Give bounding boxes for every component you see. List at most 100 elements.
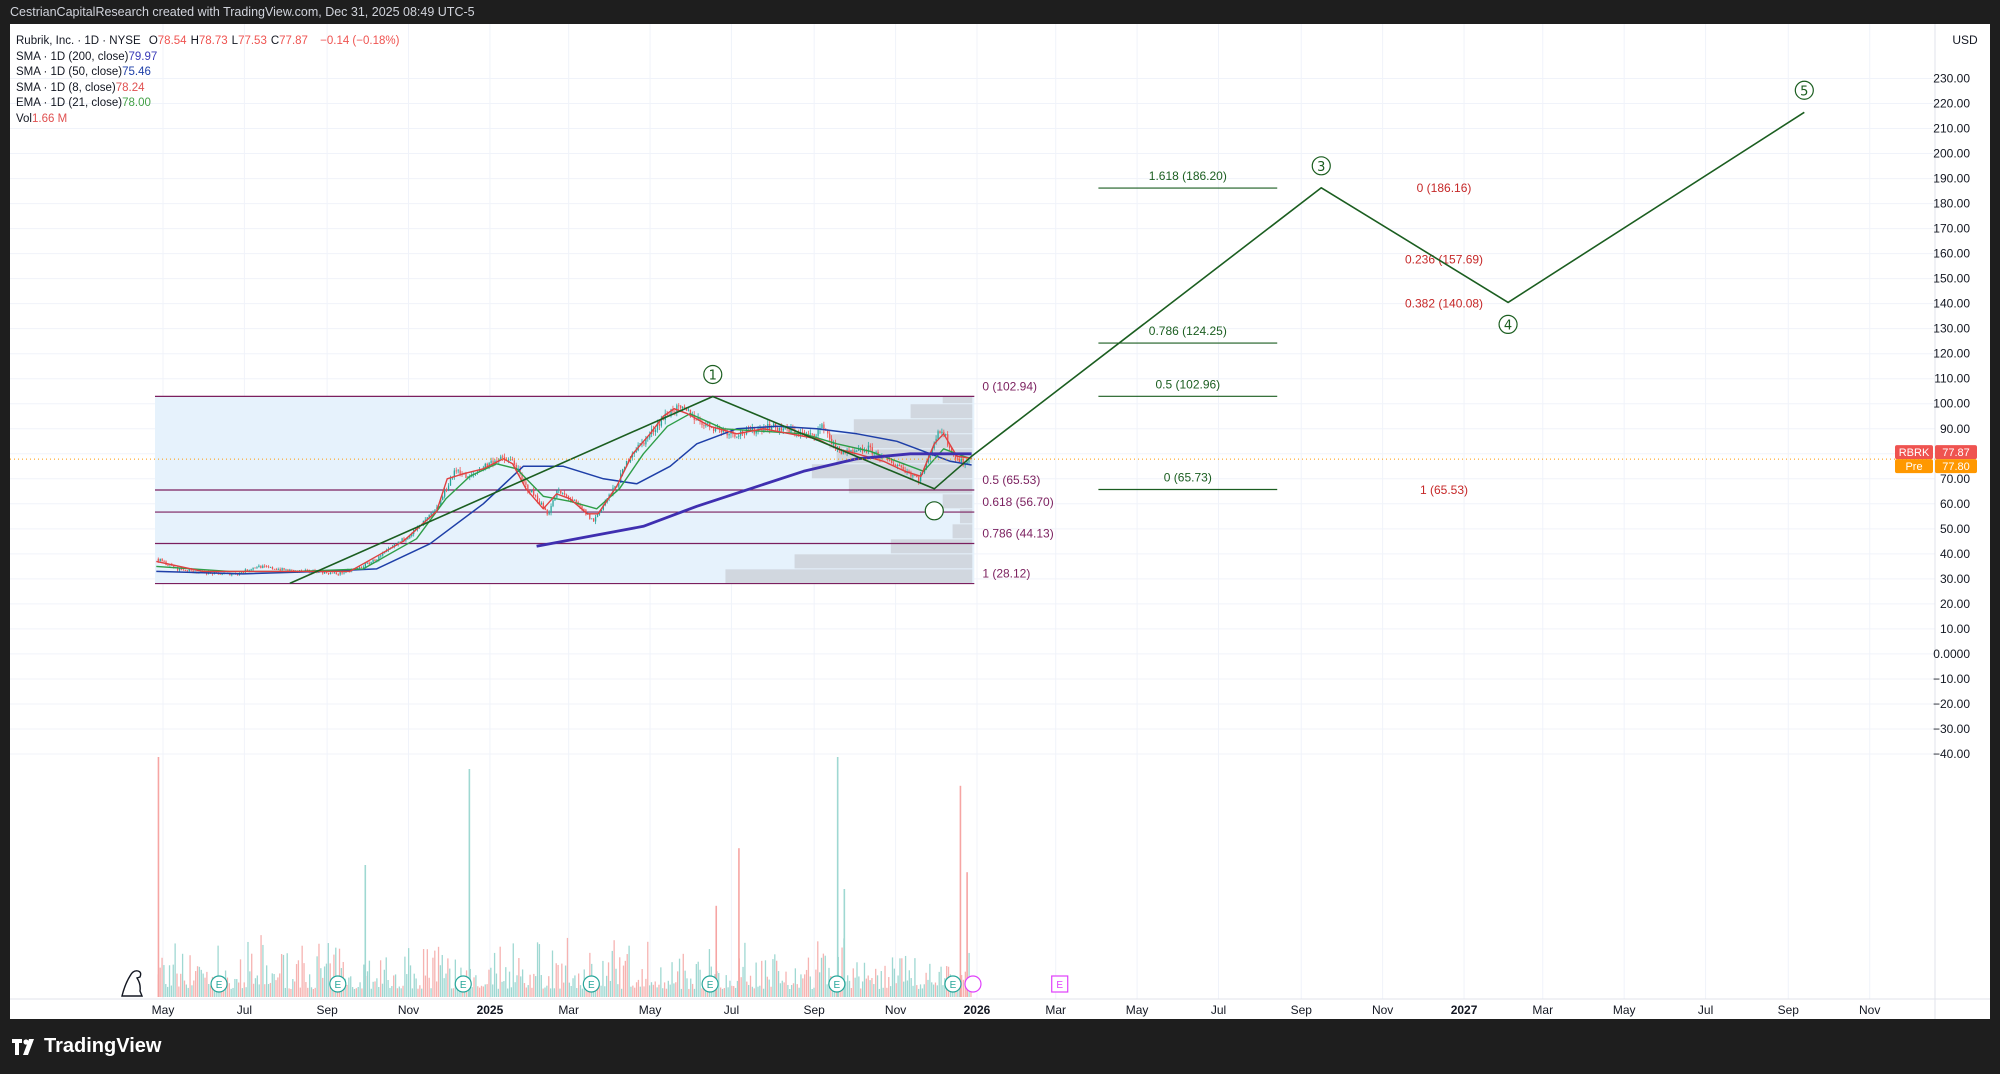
volume-bar bbox=[396, 988, 399, 997]
indicator-row[interactable]: EMA · 1D (21, close)78.00 bbox=[16, 96, 404, 112]
candle-body bbox=[521, 473, 523, 479]
candle-body bbox=[447, 485, 450, 490]
ohlc-h: H78.73 bbox=[190, 35, 228, 47]
wave-label-number: 5 bbox=[1800, 84, 1808, 99]
price-chart[interactable]: 0 (102.94) 0.5 (65.53) 0.618 (56.70) 0.786 … bbox=[10, 24, 1990, 1019]
candle-body bbox=[832, 443, 835, 445]
chart-pane[interactable]: 0 (102.94) 0.5 (65.53) 0.618 (56.70) 0.786 … bbox=[10, 24, 1990, 1019]
volume-bar bbox=[923, 984, 925, 997]
time-tick-label: Mar bbox=[1045, 1003, 1066, 1017]
volume-bar bbox=[824, 955, 826, 997]
volume-bar bbox=[286, 953, 288, 997]
time-tick-label: May bbox=[639, 1003, 662, 1017]
volume-bar bbox=[606, 975, 608, 997]
candle-body bbox=[180, 568, 183, 570]
candle-body bbox=[672, 409, 674, 412]
volume-bar bbox=[350, 976, 352, 997]
candle-body bbox=[834, 443, 837, 449]
volume-bar bbox=[729, 980, 731, 997]
volume-bar bbox=[762, 988, 765, 997]
fib-level-label: 0.618 (56.70) bbox=[982, 495, 1053, 509]
volume-bar bbox=[548, 976, 550, 997]
volume-bar bbox=[598, 984, 600, 997]
time-tick-label: Nov bbox=[885, 1003, 906, 1017]
volume-bar bbox=[450, 988, 453, 997]
candle-body bbox=[186, 570, 188, 572]
volume-bar bbox=[348, 977, 350, 997]
candle-body bbox=[600, 509, 603, 512]
volume-profile-bar bbox=[853, 419, 973, 434]
earnings-marker[interactable] bbox=[582, 975, 600, 993]
indicator-value: 1.66 M bbox=[32, 112, 68, 125]
volume-bar bbox=[753, 988, 755, 997]
earnings-marker[interactable] bbox=[701, 975, 719, 993]
indicator-row[interactable]: SMA · 1D (50, close)75.46 bbox=[16, 65, 404, 81]
indicator-row[interactable]: Vol1.66 M bbox=[16, 112, 404, 128]
time-tick-label: Sep bbox=[1778, 1003, 1800, 1017]
volume-bar bbox=[361, 988, 363, 997]
candle-body bbox=[639, 443, 641, 445]
dividend-event-marker[interactable] bbox=[964, 975, 982, 993]
candle-body bbox=[850, 450, 852, 452]
volume-bar bbox=[260, 935, 262, 997]
volume-bar bbox=[768, 979, 770, 997]
volume-bar bbox=[523, 983, 526, 997]
volume-bar bbox=[962, 979, 965, 997]
earnings-marker[interactable] bbox=[329, 975, 347, 993]
volume-bar bbox=[570, 985, 572, 997]
candle-body bbox=[558, 489, 560, 491]
tradingview-logo[interactable]: TradingView bbox=[12, 1035, 161, 1058]
candle-body bbox=[707, 421, 709, 424]
candle-body bbox=[898, 465, 901, 466]
candle-body bbox=[848, 449, 850, 452]
volume-bar bbox=[196, 966, 199, 997]
earnings-marker[interactable] bbox=[210, 975, 228, 993]
candle-body bbox=[364, 563, 366, 567]
candle-body bbox=[912, 475, 914, 477]
volume-bar bbox=[960, 975, 963, 997]
volume-bar bbox=[748, 984, 750, 997]
volume-bar bbox=[159, 967, 161, 997]
earnings-marker[interactable] bbox=[828, 975, 846, 993]
candle-body bbox=[277, 569, 279, 570]
volume-bar bbox=[912, 985, 914, 997]
price-tick-label: 110.00 bbox=[1934, 372, 1970, 386]
candle-body bbox=[596, 514, 599, 518]
volume-bar bbox=[488, 969, 490, 997]
volume-bar bbox=[761, 960, 763, 997]
volume-bar bbox=[632, 985, 634, 997]
earnings-marker-letter: E bbox=[950, 980, 957, 991]
future-earnings-marker[interactable] bbox=[1051, 975, 1069, 993]
volume-bar bbox=[525, 987, 527, 997]
indicator-row[interactable]: SMA · 1D (200, close)79.97 bbox=[16, 50, 404, 66]
indicator-value: 79.97 bbox=[128, 50, 158, 63]
candle-body bbox=[591, 518, 593, 520]
volume-bar bbox=[925, 972, 927, 997]
volume-bar bbox=[355, 988, 357, 997]
candle-body bbox=[695, 419, 697, 421]
candle-body bbox=[776, 427, 779, 432]
volume-bar bbox=[848, 980, 851, 997]
candle-body bbox=[384, 551, 386, 554]
volume-bar bbox=[516, 975, 518, 997]
volume-bar bbox=[170, 985, 173, 997]
indicator-row[interactable]: SMA · 1D (8, close)78.24 bbox=[16, 81, 404, 97]
candle-body bbox=[533, 490, 535, 496]
volume-bar bbox=[871, 978, 873, 997]
volume-bar bbox=[230, 988, 232, 997]
volume-bar bbox=[665, 988, 668, 997]
candle-body bbox=[206, 573, 208, 575]
volume-bar bbox=[546, 985, 548, 997]
earnings-marker[interactable] bbox=[454, 975, 472, 993]
fib-extension-label: 0.786 (124.25) bbox=[1149, 324, 1227, 338]
volume-bar bbox=[505, 967, 507, 997]
candle-body bbox=[502, 456, 504, 458]
volume-bar bbox=[897, 975, 899, 997]
time-tick-label: May bbox=[1126, 1003, 1149, 1017]
candle-body bbox=[488, 463, 490, 466]
volume-bar bbox=[701, 988, 703, 997]
candle-body bbox=[254, 567, 256, 569]
earnings-marker[interactable] bbox=[944, 975, 962, 993]
volume-bar bbox=[333, 954, 335, 997]
symbol-title[interactable]: Rubrik, Inc. · 1D · NYSE bbox=[16, 35, 141, 47]
